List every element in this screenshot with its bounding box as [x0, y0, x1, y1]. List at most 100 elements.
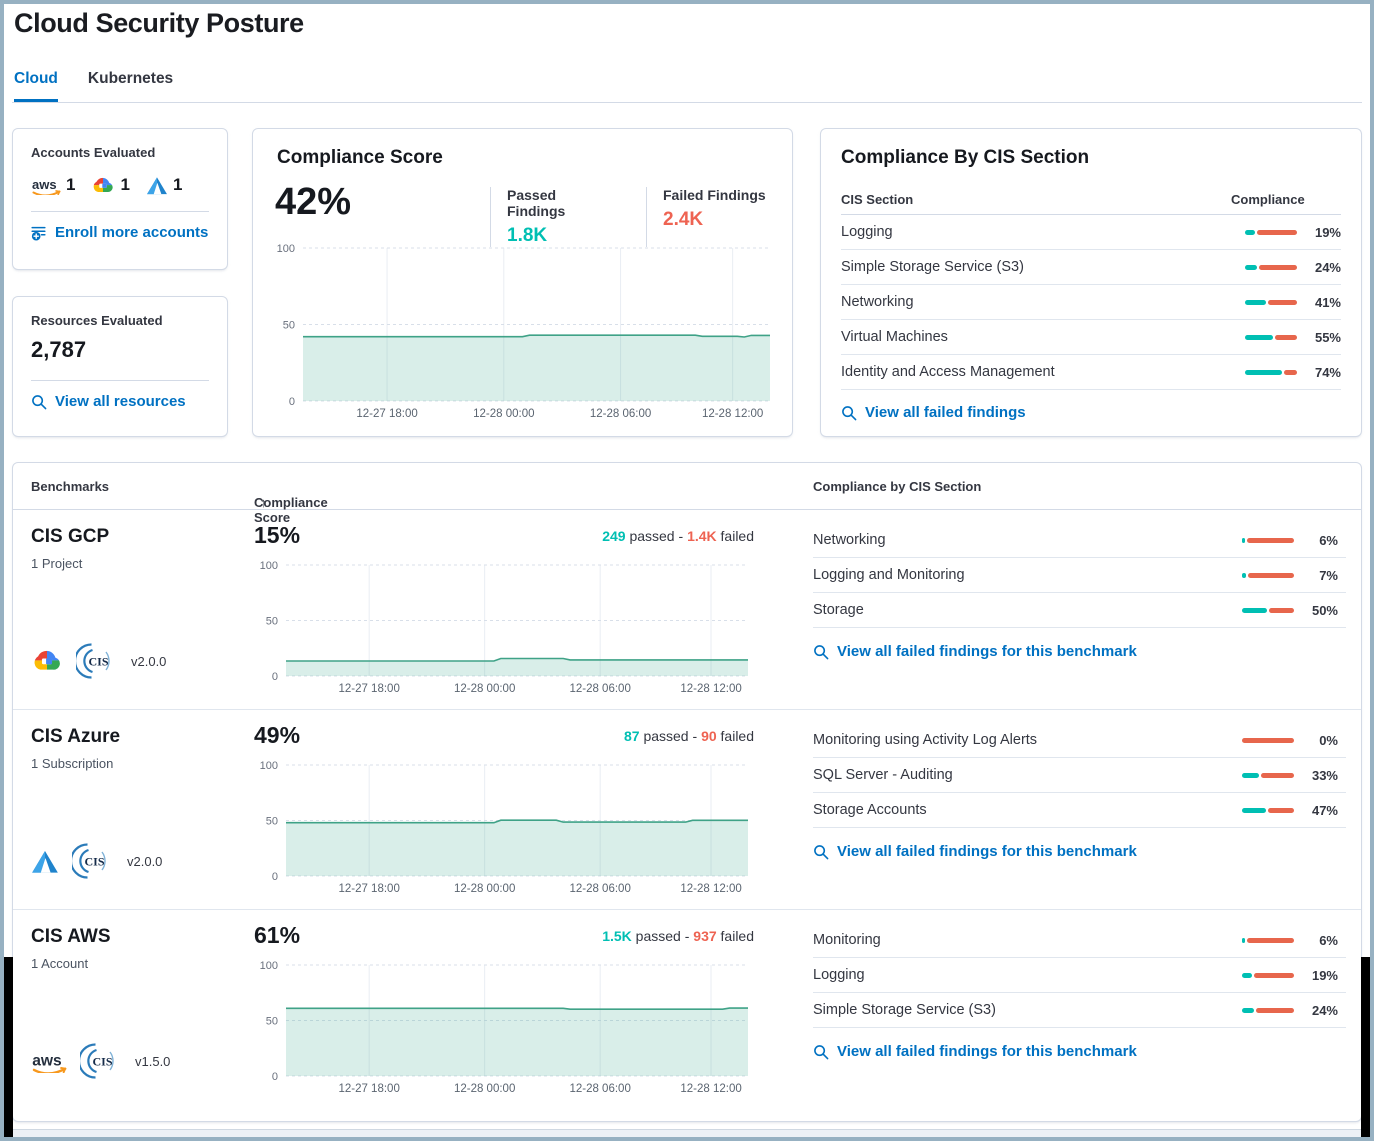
svg-text:12-28 06:00: 12-28 06:00 [569, 683, 630, 695]
svg-text:12-28 12:00: 12-28 12:00 [702, 408, 763, 420]
col-benchmarks: Benchmarks [31, 479, 110, 494]
benchmark-passed-failed: 249 passed - 1.4K failed [602, 528, 754, 544]
cis-logo [72, 843, 107, 879]
azure-logo [32, 850, 58, 873]
benchmark-section-row: Logging and Monitoring 7% [813, 558, 1346, 593]
azure-account-count: 1 [146, 175, 182, 195]
svg-text:12-27 18:00: 12-27 18:00 [338, 1083, 399, 1095]
view-failed-findings-benchmark-link[interactable]: View all failed findings for this benchm… [813, 1043, 1137, 1060]
passed-findings-value: 1.8K [507, 225, 548, 246]
benchmark-section-row: Storage 50% [813, 593, 1346, 628]
compliance-bar [1245, 264, 1297, 270]
cis-logo [80, 1043, 115, 1079]
tabs-divider [12, 102, 1362, 103]
compliance-bar [1245, 229, 1297, 235]
compliance-bar [1242, 972, 1294, 978]
aws-logo [31, 175, 61, 195]
aws-account-count: 1 [31, 175, 75, 195]
cis-section-name: Logging [841, 224, 893, 240]
svg-text:12-28 12:00: 12-28 12:00 [680, 683, 741, 695]
cis-section-name: Networking [841, 294, 914, 310]
view-failed-findings-benchmark-link[interactable]: View all failed findings for this benchm… [813, 843, 1137, 860]
svg-text:100: 100 [260, 560, 278, 572]
view-all-failed-findings-link[interactable]: View all failed findings [841, 404, 1026, 421]
benchmark-row-cis-aws: CIS AWS 1 Account v1.5.0 61% 1.5K passed… [13, 910, 1361, 1122]
compliance-bar [1245, 299, 1297, 305]
enroll-more-accounts-link[interactable]: Enroll more accounts [31, 224, 208, 241]
cis-table-header: CIS Section Compliance [841, 185, 1341, 215]
cis-section-name: Virtual Machines [841, 329, 948, 345]
benchmark-row-cis-azure: CIS Azure 1 Subscription v2.0.0 49% 87 p… [13, 710, 1361, 910]
benchmark-score: 49% [254, 722, 301, 748]
benchmark-score: 15% [254, 522, 301, 548]
section-name: Storage [813, 602, 864, 618]
svg-text:12-27 18:00: 12-27 18:00 [338, 683, 399, 695]
compliance-percent: 19% [1311, 967, 1338, 983]
cis-section-name: Simple Storage Service (S3) [841, 259, 1024, 275]
view-all-resources-link[interactable]: View all resources [31, 393, 186, 410]
compliance-bar [1242, 807, 1294, 813]
aws-logo [31, 1050, 67, 1073]
benchmark-passed-failed: 1.5K passed - 937 failed [602, 928, 754, 944]
cis-section-name: Identity and Access Management [841, 364, 1055, 380]
compliance-percent: 50% [1311, 602, 1338, 618]
benchmark-logos: v2.0.0 [31, 642, 166, 680]
compliance-percent: 33% [1311, 767, 1338, 783]
svg-text:50: 50 [266, 1016, 278, 1028]
col-compliance: Compliance [1231, 192, 1305, 207]
benchmark-sections: Monitoring using Activity Log Alerts 0% … [813, 723, 1346, 865]
list-add-icon [31, 226, 46, 241]
cis-section-row: Virtual Machines 55% [841, 320, 1341, 355]
svg-text:12-28 00:00: 12-28 00:00 [454, 883, 515, 895]
gcp-count: 1 [120, 175, 130, 194]
passed-findings-label: Passed Findings [507, 187, 566, 219]
svg-text:100: 100 [260, 760, 278, 772]
svg-text:100: 100 [277, 243, 295, 255]
benchmark-section-row: Networking 6% [813, 523, 1346, 558]
benchmark-version: v2.0.0 [131, 653, 167, 669]
section-name: Logging and Monitoring [813, 567, 965, 583]
azure-logo [146, 176, 167, 194]
benchmark-logos: v1.5.0 [31, 1042, 170, 1080]
svg-text:12-28 06:00: 12-28 06:00 [569, 1083, 630, 1095]
compliance-percent: 0% [1319, 732, 1338, 748]
benchmark-name: CIS AWS [31, 926, 111, 947]
benchmark-section-row: Simple Storage Service (S3) 24% [813, 993, 1346, 1028]
svg-text:12-28 00:00: 12-28 00:00 [473, 408, 534, 420]
benchmark-trend-chart: 0 50 100 12-27 18:00 12-28 00:00 12-28 06:00 1… [254, 960, 754, 1096]
compliance-bar [1242, 572, 1294, 578]
compliance-percent: 7% [1319, 567, 1338, 583]
svg-text:50: 50 [283, 320, 295, 332]
svg-text:12-28 00:00: 12-28 00:00 [454, 683, 515, 695]
failed-findings-label: Failed Findings [663, 187, 766, 203]
svg-text:12-28 12:00: 12-28 12:00 [680, 883, 741, 895]
section-name: Logging [813, 967, 865, 983]
view-failed-findings-benchmark-link[interactable]: View all failed findings for this benchm… [813, 643, 1137, 660]
section-name: Networking [813, 532, 886, 548]
search-icon [842, 405, 857, 420]
bottom-scroll-strip [4, 1129, 1370, 1137]
benchmark-section-row: Storage Accounts 47% [813, 793, 1346, 828]
azure-count: 1 [172, 175, 183, 194]
benchmark-section-row: Logging 19% [813, 958, 1346, 993]
compliance-score-card: Compliance Score 42% Passed Findings 1.8… [252, 128, 793, 437]
tab-cloud[interactable]: Cloud [14, 70, 58, 102]
compliance-percent: 6% [1319, 532, 1338, 548]
provider-counts: 1 1 1 [31, 172, 209, 198]
section-name: Storage Accounts [813, 802, 927, 818]
cis-section-card-title: Compliance By CIS Section [841, 147, 1090, 168]
compliance-score-title: Compliance Score [277, 147, 443, 168]
compliance-bar [1242, 737, 1294, 743]
svg-text:50: 50 [266, 816, 278, 828]
benchmark-sections: Networking 6% Logging and Monitoring 7% … [813, 523, 1346, 665]
svg-text:12-27 18:00: 12-27 18:00 [338, 883, 399, 895]
compliance-percent: 19% [1314, 224, 1341, 240]
svg-text:12-27 18:00: 12-27 18:00 [356, 408, 417, 420]
compliance-score-value: 42% [275, 181, 352, 223]
compliance-percent: 24% [1314, 259, 1341, 275]
cis-section-row: Identity and Access Management 74% [841, 355, 1341, 390]
resources-evaluated-card: Resources Evaluated 2,787 View all resou… [12, 296, 228, 437]
compliance-bar [1242, 937, 1294, 943]
benchmark-version: v1.5.0 [135, 1053, 171, 1069]
tab-kubernetes[interactable]: Kubernetes [87, 70, 174, 87]
